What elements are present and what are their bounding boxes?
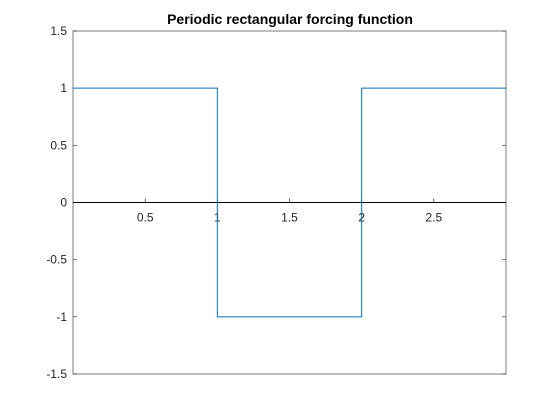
y-tick-label: -0.5 bbox=[46, 253, 67, 267]
y-tick-label: 1 bbox=[60, 81, 67, 95]
chart-title: Periodic rectangular forcing function bbox=[167, 11, 413, 27]
series-line bbox=[73, 87, 506, 318]
series-group bbox=[73, 87, 506, 318]
x-tick-label: 2.5 bbox=[425, 211, 442, 225]
y-tick-label: -1 bbox=[56, 310, 67, 324]
y-tick-label: -1.5 bbox=[46, 367, 67, 381]
y-tick-label: 1.5 bbox=[50, 24, 67, 38]
x-tick-label: 1.5 bbox=[281, 211, 298, 225]
y-tick-label: 0.5 bbox=[50, 138, 67, 152]
y-tick-label: 0 bbox=[60, 196, 67, 210]
x-tick-label: 0.5 bbox=[137, 211, 154, 225]
